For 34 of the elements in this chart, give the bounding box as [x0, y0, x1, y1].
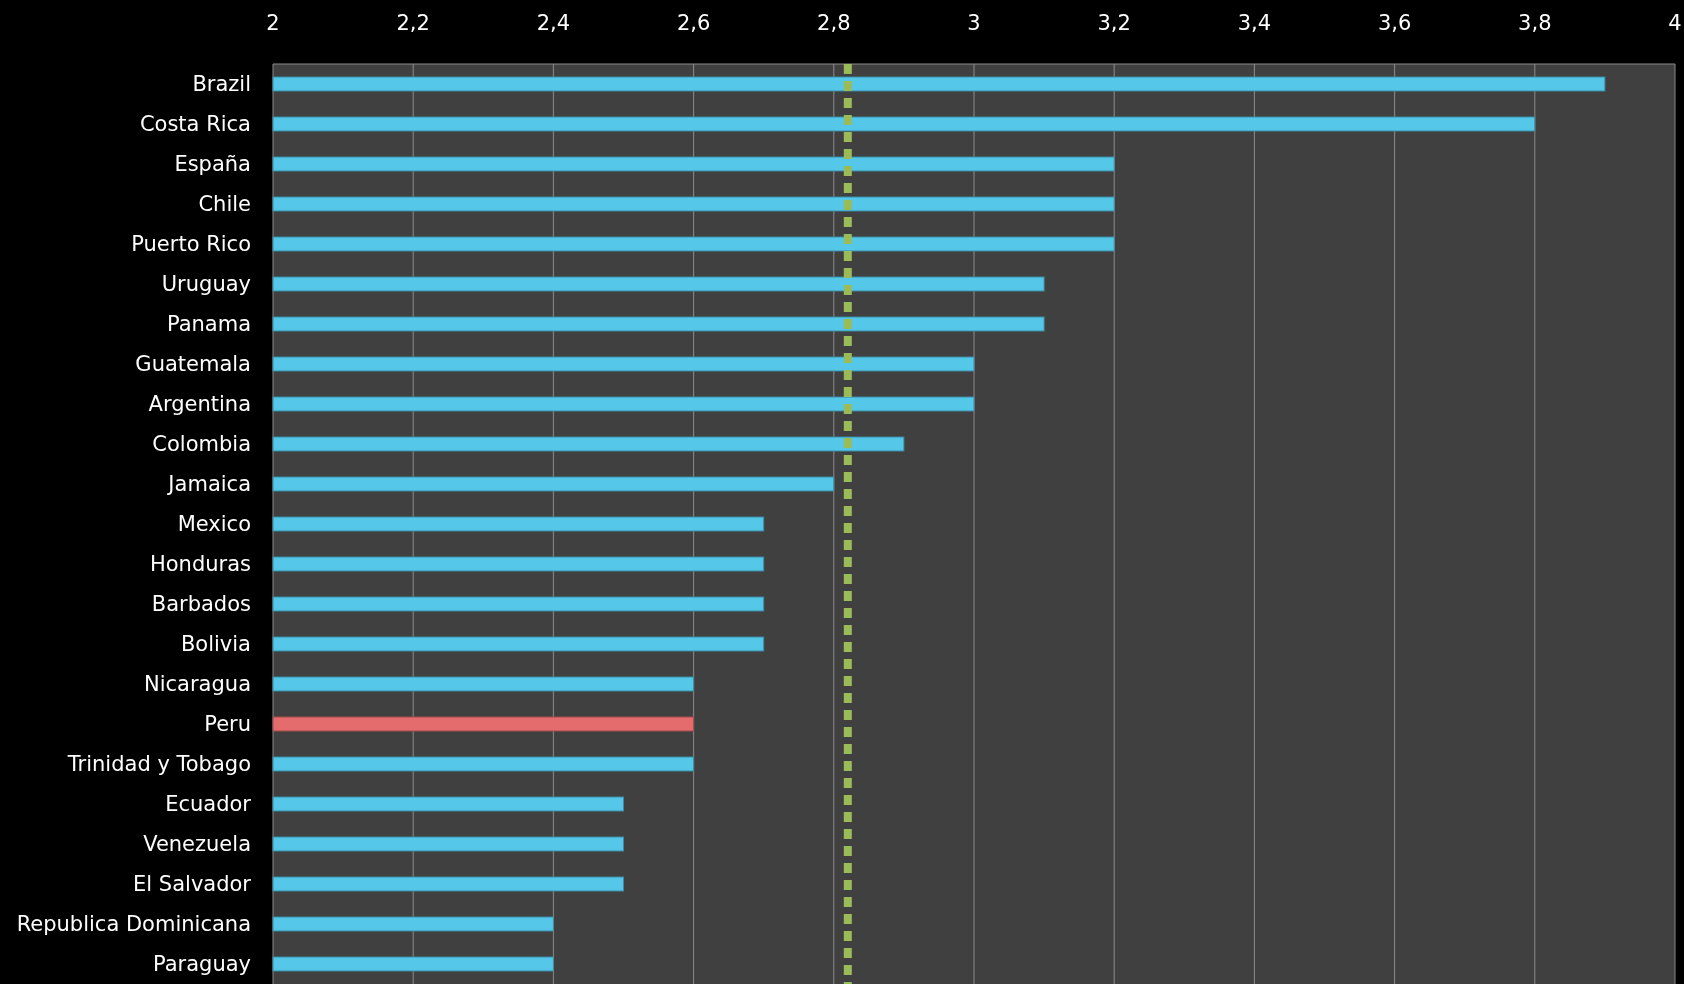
y-tick-label: Argentina	[148, 392, 251, 417]
x-tick-label: 3,2	[1097, 11, 1131, 35]
y-tick-label: Mexico	[177, 512, 251, 537]
x-tick-label: 2	[266, 11, 280, 35]
x-tick-label: 2,2	[396, 11, 430, 35]
y-tick-label: Guatemala	[135, 352, 251, 377]
y-tick-label: Chile	[198, 192, 251, 217]
y-tick-label: Jamaica	[166, 472, 251, 497]
y-tick-label: Panama	[166, 312, 251, 337]
y-tick-label: Honduras	[149, 552, 251, 577]
x-tick-label: 2,4	[536, 11, 571, 35]
x-tick-label: 3,6	[1377, 11, 1412, 35]
x-tick-label: 3,4	[1237, 11, 1272, 35]
x-tick-label: 3	[967, 11, 981, 35]
x-tick-label: 3,8	[1518, 11, 1552, 35]
y-tick-label: Uruguay	[161, 272, 251, 297]
y-tick-label: Bolivia	[180, 632, 251, 657]
y-tick-label: Puerto Rico	[131, 232, 251, 257]
x-tick-label: 4	[1668, 11, 1682, 35]
x-tick-label: 2,6	[676, 11, 711, 35]
y-tick-label: El Salvador	[133, 872, 252, 897]
y-tick-label: Nicaragua	[144, 672, 251, 697]
y-tick-label: Paraguay	[152, 952, 251, 977]
y-tick-label: Costa Rica	[139, 112, 251, 137]
y-tick-label: Republica Dominicana	[16, 912, 251, 937]
y-tick-label: Venezuela	[143, 832, 251, 857]
x-tick-label: 2,8	[817, 11, 851, 35]
y-tick-label: Colombia	[152, 432, 251, 457]
y-tick-label: España	[174, 152, 251, 177]
y-tick-label: Brazil	[192, 72, 251, 97]
y-tick-label: Peru	[204, 712, 251, 737]
y-tick-label: Barbados	[151, 592, 251, 617]
y-tick-label: Trinidad y Tobago	[66, 752, 251, 777]
y-tick-label: Ecuador	[165, 792, 252, 817]
